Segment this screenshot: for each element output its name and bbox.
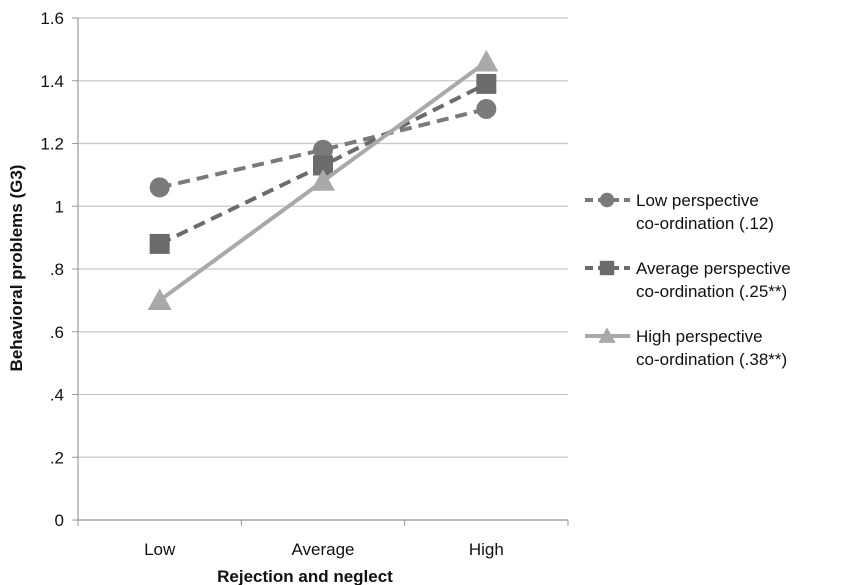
series-2 [149, 73, 497, 254]
data-point-circle [476, 98, 497, 119]
x-tick-label: Average [291, 540, 354, 559]
y-tick-label: 1.4 [40, 72, 64, 91]
y-tick-label: .2 [50, 448, 64, 467]
grid-lines [72, 17, 569, 526]
x-axis-title: Rejection and neglect [217, 567, 393, 585]
y-tick-label: .6 [50, 323, 64, 342]
x-tick-label: Low [144, 540, 176, 559]
series-3 [147, 49, 499, 310]
y-tick-label: 1.2 [40, 135, 64, 154]
series-group [147, 49, 499, 310]
data-point-circle [149, 177, 170, 198]
data-point-triangle [147, 288, 172, 310]
legend-label-line2: co-ordination (.38**) [636, 350, 787, 369]
x-tick-label: High [469, 540, 504, 559]
legend-item: Average perspective co-ordination (.25**) [585, 259, 791, 301]
data-point-triangle [311, 169, 335, 191]
legend-marker-circle [599, 192, 615, 208]
legend-marker-triangle [598, 327, 616, 343]
legend-label-line2: co-ordination (.25**) [636, 282, 787, 301]
y-tick-label: .4 [50, 386, 64, 405]
y-tick-label: 1.6 [40, 9, 64, 28]
series-1 [149, 98, 497, 198]
data-point-square [149, 233, 170, 254]
y-tick-label: 0 [55, 511, 64, 530]
legend-label-line2: co-ordination (.12) [636, 214, 774, 233]
legend-label-line1: Average perspective [636, 259, 791, 278]
legend: Low perspective co-ordination (.12) Averag… [585, 191, 791, 369]
y-tick-label: .8 [50, 260, 64, 279]
data-point-triangle [474, 49, 499, 72]
legend-marker-square [599, 260, 615, 276]
data-point-square [476, 73, 497, 94]
legend-item: High perspective co-ordination (.38**) [585, 327, 787, 369]
y-axis-title: Behavioral problems (G3) [7, 165, 26, 372]
legend-label-line1: High perspective [636, 327, 763, 346]
legend-item: Low perspective co-ordination (.12) [585, 191, 774, 233]
x-tick-labels: Low Average High [144, 540, 504, 559]
legend-label-line1: Low perspective [636, 191, 759, 210]
y-tick-label: 1 [55, 197, 64, 216]
data-point-circle [313, 139, 333, 160]
y-tick-labels: 0 .2 .4 .6 .8 1 1.2 1.4 1.6 [40, 9, 64, 530]
data-point-square [313, 155, 333, 176]
